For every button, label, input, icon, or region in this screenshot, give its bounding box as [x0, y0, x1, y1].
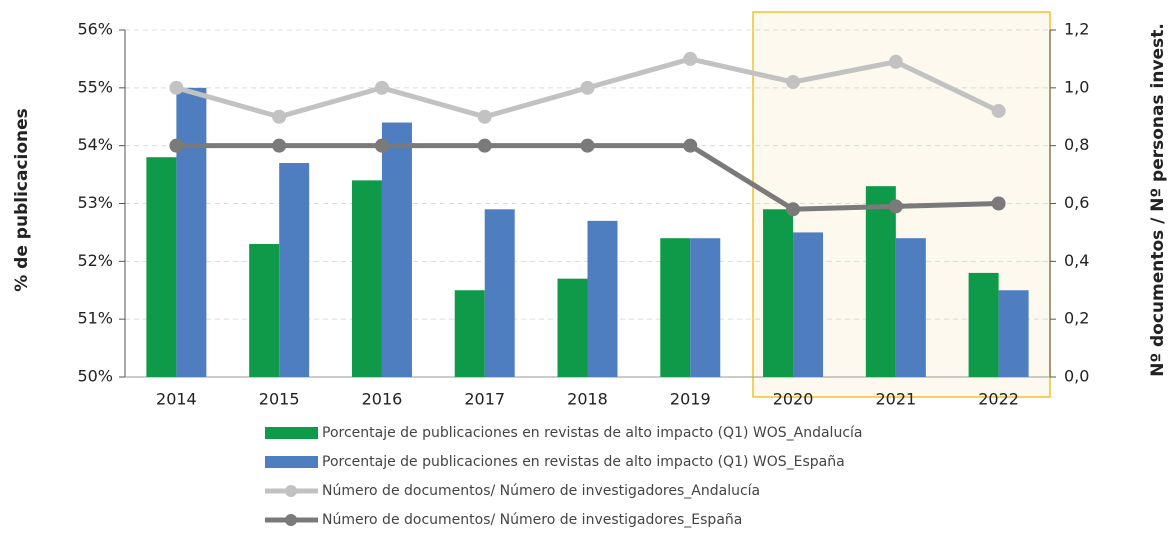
bar [557, 278, 588, 377]
x-tick-label: 2021 [875, 390, 916, 409]
bar [351, 180, 382, 377]
y2-tick-label: 0,8 [1064, 135, 1089, 154]
legend-swatch [265, 456, 318, 468]
y-tick-label: 54% [77, 135, 113, 154]
point [683, 138, 698, 153]
point [374, 80, 389, 95]
bar [587, 220, 618, 377]
bar [279, 163, 310, 377]
legend-label: Número de documentos/ Número de investig… [322, 512, 742, 528]
y-tick-label: 53% [77, 193, 113, 212]
point [272, 138, 287, 153]
bar [895, 238, 926, 377]
y-tick-label: 51% [77, 309, 113, 328]
x-tick-label: 2014 [156, 390, 197, 409]
x-tick-label: 2019 [670, 390, 711, 409]
y-tick-label: 55% [77, 77, 113, 96]
point [786, 75, 801, 90]
point [272, 109, 287, 124]
bar [865, 186, 896, 377]
point [991, 103, 1006, 118]
point [786, 202, 801, 217]
legend-label: Porcentaje de publicaciones en revistas … [322, 454, 845, 470]
point [477, 109, 492, 124]
x-tick-label: 2020 [773, 390, 814, 409]
bar [690, 238, 721, 377]
bar [176, 87, 207, 377]
y2-tick-label: 0,6 [1064, 193, 1089, 212]
point [477, 138, 492, 153]
y2-axis-title: Nº documentos / Nº personas invest. [1148, 23, 1168, 377]
x-tick-label: 2018 [567, 390, 608, 409]
legend-label: Número de documentos/ Número de investig… [322, 483, 760, 499]
point [991, 196, 1006, 211]
legend-swatch [265, 427, 318, 439]
y2-tick-label: 0,4 [1064, 251, 1089, 270]
bar [454, 290, 485, 377]
point [580, 138, 595, 153]
bar [146, 157, 177, 377]
bar [660, 238, 691, 377]
point [169, 138, 184, 153]
point [888, 54, 903, 69]
legend-swatch [285, 485, 297, 497]
y2-tick-label: 1,2 [1064, 20, 1089, 39]
bar [381, 122, 412, 378]
y2-tick-label: 1,0 [1064, 77, 1089, 96]
point [580, 80, 595, 95]
bar [968, 272, 999, 377]
bar [763, 209, 794, 377]
bar [998, 290, 1029, 377]
y-tick-label: 56% [77, 20, 113, 39]
y-axis-title: % de publicaciones [12, 108, 32, 292]
legend-swatch [285, 514, 297, 526]
point [683, 51, 698, 66]
y-tick-label: 50% [77, 367, 113, 386]
x-tick-label: 2016 [362, 390, 403, 409]
bar [249, 243, 280, 377]
y-tick-label: 52% [77, 251, 113, 270]
x-tick-label: 2022 [978, 390, 1019, 409]
legend-label: Porcentaje de publicaciones en revistas … [322, 425, 863, 441]
y2-tick-label: 0,2 [1064, 309, 1089, 328]
bar [793, 232, 824, 377]
point [374, 138, 389, 153]
x-tick-label: 2017 [464, 390, 505, 409]
point [169, 80, 184, 95]
x-tick-label: 2015 [259, 390, 300, 409]
y2-tick-label: 0,0 [1064, 367, 1089, 386]
bar [484, 209, 515, 377]
point [888, 199, 903, 214]
